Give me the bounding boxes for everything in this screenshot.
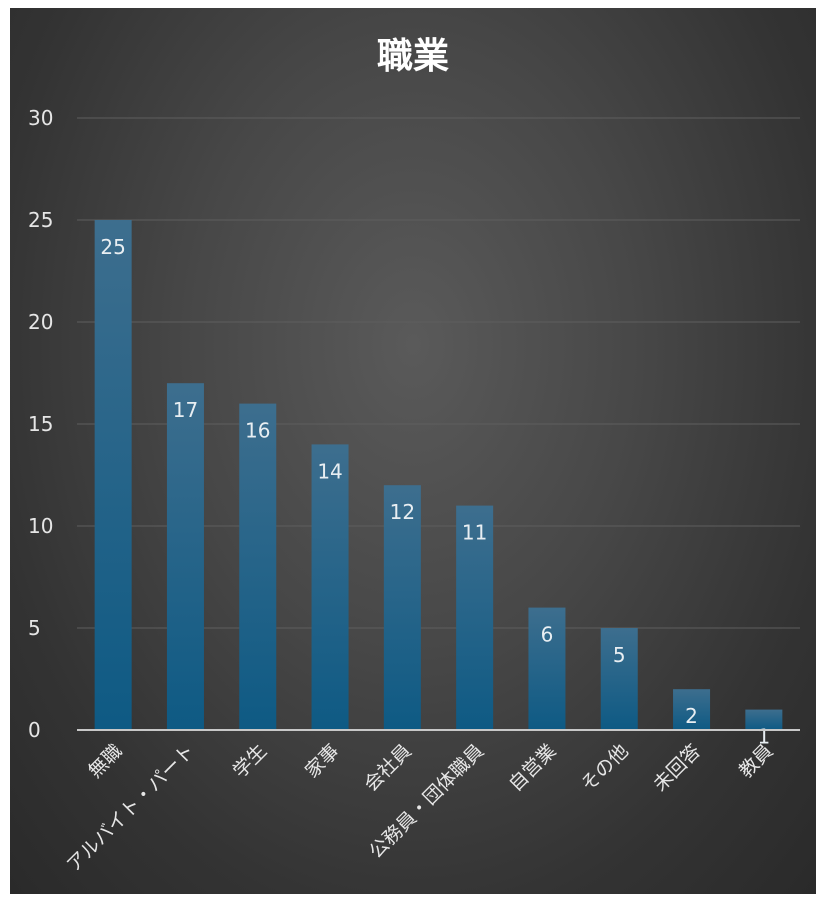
x-tick-label: 学生 [229, 740, 271, 782]
bars [94, 220, 783, 730]
bar [528, 607, 566, 730]
y-tick-label: 15 [28, 412, 53, 436]
bar [311, 444, 349, 730]
chart-area: 職業 0 5 10 15 20 25 30 25 17 16 14 12 11 6 5 2 1 無職 アルバイト… [10, 8, 816, 894]
y-tick-label: 20 [28, 310, 53, 334]
x-tick-label: 会社員 [360, 740, 416, 796]
y-axis: 0 5 10 15 20 25 30 [28, 106, 53, 742]
x-tick-label: 家事 [301, 740, 343, 782]
data-label: 2 [685, 704, 698, 728]
data-label: 12 [390, 500, 415, 524]
y-tick-label: 30 [28, 106, 53, 130]
y-tick-label: 5 [28, 616, 41, 640]
chart-title: 職業 [377, 36, 449, 77]
data-label: 5 [613, 643, 626, 667]
x-tick-label: 未回答 [649, 740, 705, 796]
bar [94, 220, 132, 730]
data-label: 17 [173, 398, 198, 422]
x-tick-label: 無職 [84, 740, 126, 782]
bar [166, 383, 204, 730]
data-label: 16 [245, 419, 270, 443]
y-tick-label: 10 [28, 514, 53, 538]
bar [456, 505, 494, 730]
x-tick-label: 自営業 [505, 740, 561, 796]
bar [383, 485, 421, 730]
data-label: 14 [317, 459, 342, 483]
data-label: 6 [541, 623, 554, 647]
bar [600, 628, 638, 730]
data-label: 11 [462, 521, 487, 545]
bar [673, 689, 711, 730]
bar [745, 709, 783, 730]
x-tick-label: その他 [577, 740, 633, 796]
y-tick-label: 0 [28, 718, 41, 742]
y-tick-label: 25 [28, 208, 53, 232]
bar [239, 403, 277, 730]
x-tick-label: 教員 [735, 740, 777, 782]
data-label: 25 [100, 235, 125, 259]
x-tick-label: アルバイト・パート [63, 740, 199, 876]
